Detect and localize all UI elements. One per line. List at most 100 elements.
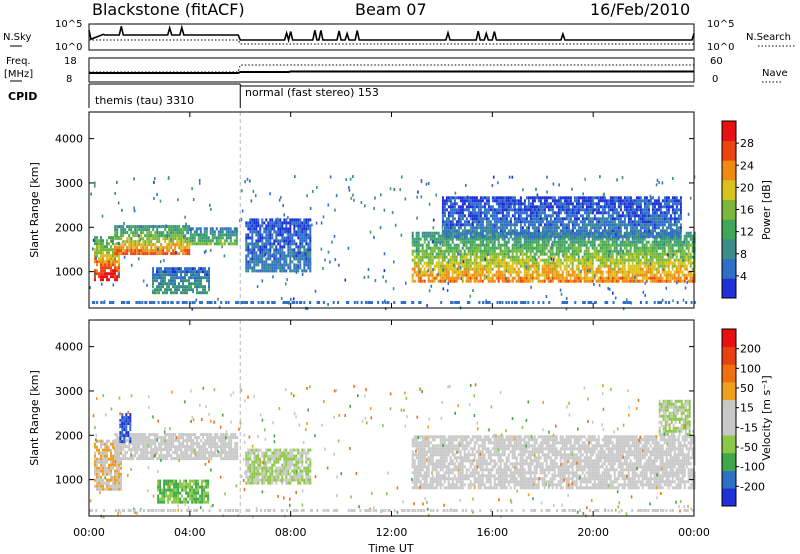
data-cell <box>207 242 210 246</box>
data-cell <box>467 246 470 250</box>
data-cell <box>549 270 552 274</box>
data-cell <box>527 255 530 259</box>
data-cell <box>493 279 496 283</box>
data-cell <box>513 270 516 274</box>
data-cell <box>581 208 584 212</box>
data-cell <box>651 252 654 256</box>
data-cell <box>565 276 568 280</box>
data-cell <box>611 205 614 209</box>
data-cell <box>249 227 252 231</box>
data-cell <box>585 273 588 277</box>
noise-cell <box>138 234 140 238</box>
data-cell <box>585 202 588 206</box>
data-cell <box>114 269 116 273</box>
data-cell <box>563 264 566 268</box>
data-cell <box>467 273 470 277</box>
data-cell <box>182 228 185 232</box>
data-cell <box>625 246 628 250</box>
data-cell <box>533 211 536 215</box>
data-cell <box>549 229 552 233</box>
data-cell <box>172 231 175 235</box>
data-cell <box>675 235 678 239</box>
data-cell <box>595 202 598 206</box>
data-cell <box>445 199 448 203</box>
data-cell <box>493 220 496 224</box>
data-cell <box>146 246 149 250</box>
data-cell <box>431 258 434 262</box>
data-cell <box>499 252 502 256</box>
data-cell <box>571 279 574 283</box>
data-cell <box>457 232 460 236</box>
data-cell <box>563 246 566 250</box>
data-cell <box>475 267 478 271</box>
data-cell <box>134 243 137 247</box>
data-cell <box>693 237 696 241</box>
data-cell <box>461 279 464 283</box>
data-cell <box>122 243 125 247</box>
data-cell <box>643 237 646 241</box>
data-cell <box>673 223 676 227</box>
data-cell <box>691 279 694 283</box>
data-cell <box>589 243 592 247</box>
data-cell <box>619 196 622 200</box>
data-cell <box>209 227 212 231</box>
data-cell <box>653 243 656 247</box>
data-cell <box>563 202 566 206</box>
data-cell <box>465 229 468 233</box>
data-cell <box>166 288 168 292</box>
data-cell <box>521 202 524 206</box>
data-cell <box>483 208 486 212</box>
data-cell <box>517 217 520 221</box>
data-cell <box>617 261 620 265</box>
data-cell <box>194 273 196 277</box>
data-cell <box>599 273 602 277</box>
data-cell <box>691 240 694 244</box>
data-cell <box>605 237 608 241</box>
data-cell <box>643 252 646 256</box>
data-cell <box>419 255 422 259</box>
data-cell <box>609 226 612 230</box>
noise-cell <box>559 249 561 253</box>
data-cell <box>523 229 526 233</box>
data-cell <box>529 249 532 253</box>
noise-cell <box>367 268 370 271</box>
data-cell <box>253 257 256 261</box>
data-cell <box>541 208 544 212</box>
data-cell <box>263 236 266 240</box>
station-title: Blackstone (fitACF) <box>92 0 245 19</box>
data-cell <box>633 237 636 241</box>
data-cell <box>485 264 488 268</box>
data-cell <box>487 270 490 274</box>
data-cell <box>411 273 414 277</box>
data-cell <box>104 272 106 276</box>
data-cell <box>279 227 282 231</box>
data-cell <box>571 235 574 239</box>
data-cell <box>138 225 141 229</box>
data-cell <box>607 276 610 280</box>
data-cell <box>425 246 428 250</box>
data-cell <box>269 233 272 237</box>
data-cell <box>283 242 286 246</box>
data-cell <box>435 273 438 277</box>
data-cell <box>545 240 548 244</box>
data-cell <box>477 243 480 247</box>
noise-cell <box>502 218 504 222</box>
data-cell <box>581 255 584 259</box>
data-cell <box>599 267 602 271</box>
data-cell <box>607 232 610 236</box>
data-cell <box>609 270 612 274</box>
data-cell <box>174 270 176 274</box>
data-cell <box>589 270 592 274</box>
data-cell <box>463 220 466 224</box>
data-cell <box>104 263 106 267</box>
data-cell <box>627 237 630 241</box>
data-cell <box>589 202 592 206</box>
data-cell <box>569 273 572 277</box>
data-cell <box>499 232 502 236</box>
data-cell <box>104 248 106 252</box>
data-cell <box>653 217 656 221</box>
data-cell <box>567 199 570 203</box>
data-cell <box>453 249 456 253</box>
data-cell <box>132 243 135 247</box>
data-cell <box>427 267 430 271</box>
